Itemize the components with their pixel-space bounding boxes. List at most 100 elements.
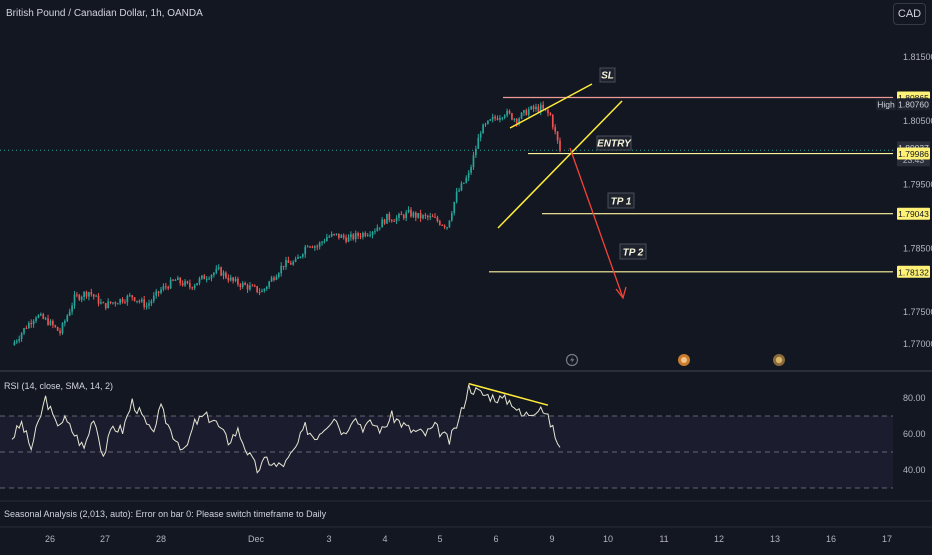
candle [537,106,540,112]
candle [78,295,81,300]
rsi-indicator-label[interactable]: RSI (14, close, SMA, 14, 2) [4,381,114,391]
lightning-icon[interactable] [565,353,579,367]
candle [15,340,18,343]
candle [400,213,403,216]
candle [68,311,71,316]
candle [256,286,258,292]
candle [378,227,381,229]
wedge-lower-line [497,100,623,229]
candle [25,328,28,330]
time-tick-label: 3 [326,534,331,544]
currency-button[interactable]: CAD [893,3,926,25]
price-tick-label: 1.77500 [903,307,932,317]
candle [174,280,177,282]
candle [309,246,311,248]
candle [71,305,73,312]
earnings-icon[interactable] [773,354,785,366]
candle [20,333,23,339]
candle [145,305,148,308]
candle [441,224,444,226]
candle [52,320,54,326]
candle [100,302,102,304]
price-label-box [897,207,930,220]
candle [215,268,218,273]
candle [76,294,78,296]
candle [265,286,268,289]
annotation-box [619,243,647,260]
candle [277,273,280,277]
candle [177,277,179,281]
candle [213,272,215,276]
candle [472,155,475,168]
candle [258,291,261,293]
candle [518,118,520,124]
candle [376,227,379,232]
annotation-label: ENTRY [597,139,632,150]
candle [59,330,61,334]
candle [138,300,141,302]
candle [150,301,153,304]
candle [157,291,160,293]
candle [547,109,549,114]
candle [513,118,516,120]
candle [92,294,95,297]
candle [455,191,458,203]
candle [333,234,335,236]
candle [227,277,230,281]
candle [299,256,302,258]
candle [405,212,408,219]
seasonal-indicator-label[interactable]: Seasonal Analysis (2,013, auto): Error o… [4,509,327,519]
candle [44,318,47,320]
annotation-label: TP 1 [611,197,632,208]
candle [448,220,451,228]
candle [244,283,246,285]
candle [198,278,201,284]
candle [66,315,69,322]
time-tick-label: 9 [549,534,554,544]
candle [301,254,304,257]
candle [237,278,239,285]
rsi-line [11,384,561,474]
candle [419,213,422,219]
annotation-box [599,67,616,83]
time-tick-label: 12 [714,534,724,544]
candle [191,287,194,289]
candle [280,265,283,274]
candle [169,279,172,289]
candle [217,267,220,269]
candle [37,315,40,318]
candle [186,281,189,284]
candle [530,106,532,110]
candle [499,118,501,120]
candle [109,301,112,304]
price-label: 1.80865 [898,93,929,103]
candle [275,276,278,280]
candle [124,302,126,304]
time-tick-label: 17 [882,534,892,544]
candle [451,213,453,221]
candle [18,338,21,341]
candle [104,303,107,309]
candle [316,246,319,248]
candle [119,298,121,304]
candle [383,219,386,224]
candle [306,246,309,248]
time-tick-label: 6 [493,534,498,544]
candle [470,167,472,173]
candle [54,325,57,328]
candle [294,258,297,262]
candle [393,220,395,222]
candle [477,137,480,149]
candle [133,297,136,301]
candle [205,278,208,280]
lightning-bolt [570,356,575,364]
candle [253,285,256,287]
candle [371,232,374,235]
candle [410,209,412,217]
candle [443,225,446,228]
event-badge-icon[interactable] [678,354,690,366]
candle [407,209,410,213]
candle [345,237,347,242]
candle [398,213,400,218]
